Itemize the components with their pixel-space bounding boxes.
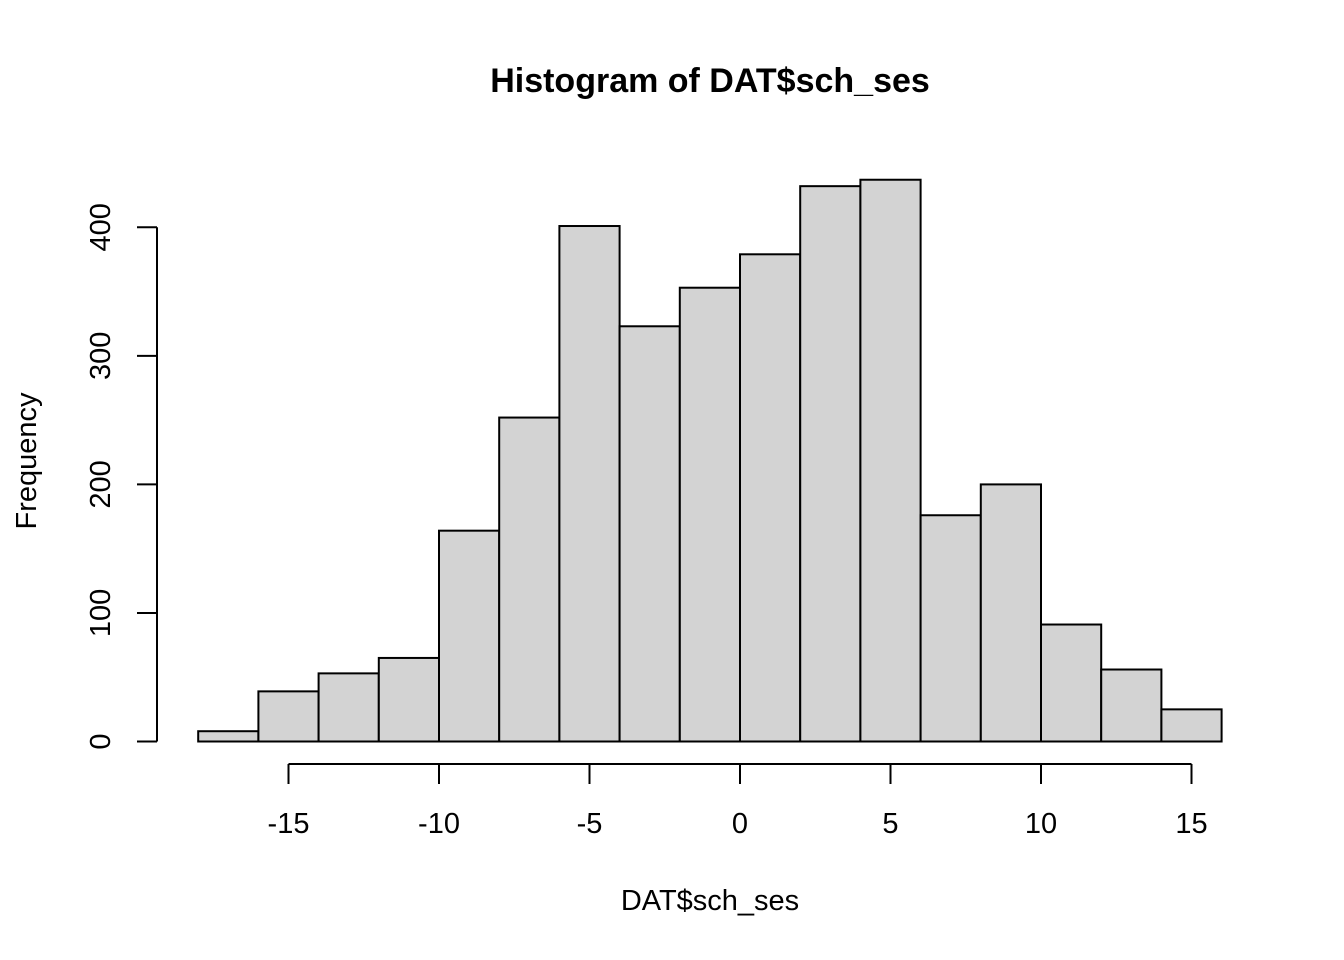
- histogram-bar-8: [678, 286, 741, 743]
- histogram-bar-13: [979, 483, 1042, 743]
- histogram-bar-6: [558, 225, 621, 743]
- x-tick-label: 15: [1175, 808, 1207, 840]
- x-axis-label: DAT$sch_ses: [621, 885, 799, 917]
- histogram-bar-2: [317, 672, 380, 743]
- histogram-bar-1: [257, 690, 320, 743]
- x-tick-label: 10: [1025, 808, 1057, 840]
- chart-title: Histogram of DAT$sch_ses: [490, 62, 930, 100]
- y-tick-label: 300: [85, 332, 117, 380]
- x-tick-label: 0: [732, 808, 748, 840]
- y-tick-label: 0: [85, 733, 117, 749]
- histogram-bar-3: [377, 656, 440, 743]
- histogram-bar-15: [1100, 668, 1163, 743]
- y-tick-label: 200: [85, 460, 117, 508]
- histogram-bar-10: [799, 185, 862, 743]
- x-tick-label: -5: [577, 808, 603, 840]
- y-tick-label: 400: [85, 203, 117, 251]
- y-axis: 0 100 200 300 400: [85, 203, 158, 750]
- histogram-bar-11: [859, 178, 922, 743]
- histogram-bar-0: [197, 730, 260, 743]
- bars-group: [197, 178, 1223, 743]
- histogram-bar-7: [618, 325, 681, 743]
- histogram-bar-14: [1040, 623, 1103, 743]
- histogram-bar-9: [739, 253, 802, 743]
- y-axis-label: Frequency: [11, 392, 43, 530]
- x-tick-label: 5: [882, 808, 898, 840]
- x-tick-label: -10: [418, 808, 460, 840]
- histogram-bar-16: [1160, 708, 1223, 743]
- histogram-bar-5: [498, 416, 561, 743]
- y-tick-label: 100: [85, 589, 117, 637]
- x-tick-label: -15: [268, 808, 310, 840]
- histogram-bar-12: [919, 514, 982, 743]
- histogram-bar-4: [438, 529, 501, 743]
- x-axis: -15 -10 -5 0 5 10 15: [268, 763, 1208, 840]
